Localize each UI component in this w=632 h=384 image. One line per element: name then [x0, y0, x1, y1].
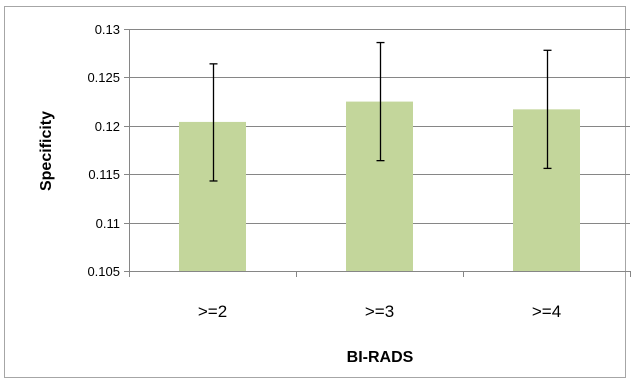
bars	[179, 101, 580, 272]
y-tick-labels: 0.105 0.11 0.115 0.12 0.125 0.13	[87, 22, 120, 279]
bar	[179, 121, 246, 271]
bar	[346, 101, 413, 271]
x-axis-title: BI-RADS	[347, 349, 414, 366]
y-tick-label: 0.12	[95, 119, 120, 134]
bar	[513, 109, 580, 272]
y-tick-label: 0.115	[88, 167, 120, 182]
error-bars	[209, 41, 552, 182]
y-tick-label: 0.125	[87, 70, 120, 85]
y-tick-label: 0.11	[96, 216, 120, 231]
axes	[124, 29, 631, 277]
x-tick-label: >=3	[365, 302, 394, 321]
y-axis-title: Specificity	[38, 111, 55, 191]
y-tick-label: 0.105	[87, 264, 120, 279]
x-tick-label: >=2	[198, 302, 227, 321]
x-tick-labels: >=2 >=3 >=4	[198, 302, 561, 321]
x-tick-label: >=4	[532, 302, 561, 321]
y-tick-label: 0.13	[95, 22, 120, 37]
